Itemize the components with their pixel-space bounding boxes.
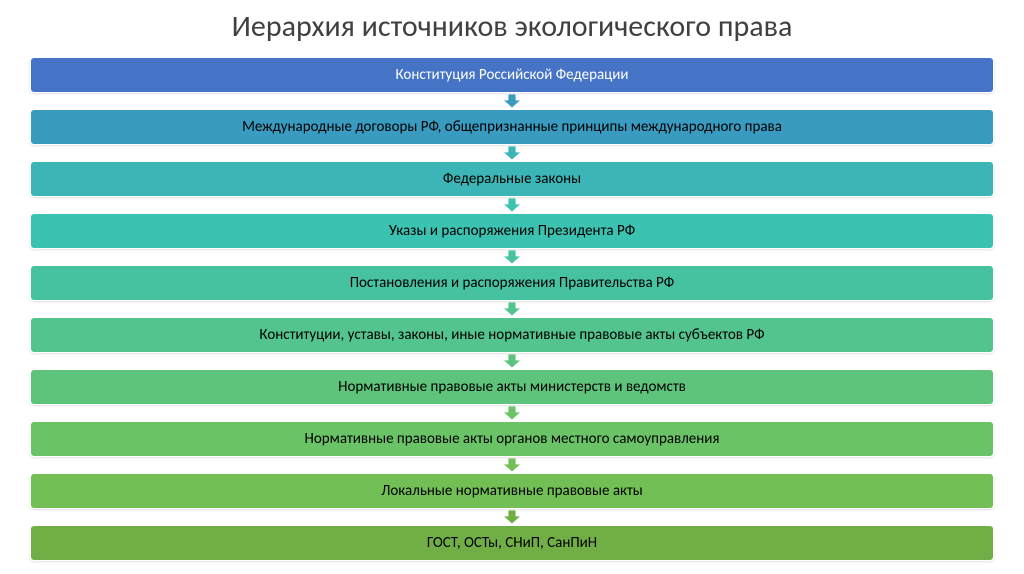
- arrow-down-icon: [503, 458, 521, 472]
- arrow-down-icon: [503, 302, 521, 316]
- hierarchy-level: ГОСТ, ОСТы, СНиП, СанПиН: [30, 525, 994, 561]
- level-label: Конституции, уставы, законы, иные нормат…: [259, 326, 764, 344]
- arrow-down-icon: [503, 94, 521, 108]
- hierarchy-level: Нормативные правовые акты министерств и …: [30, 369, 994, 405]
- level-label: Нормативные правовые акты министерств и …: [338, 378, 686, 396]
- arrow-down-icon: [503, 250, 521, 264]
- arrow-down-icon: [503, 198, 521, 212]
- diagram-title: Иерархия источников экологического права: [232, 8, 793, 45]
- hierarchy-level: Локальные нормативные правовые акты: [30, 473, 994, 509]
- arrow-down-icon: [503, 510, 521, 524]
- arrow-down-icon: [503, 406, 521, 420]
- level-label: Конституция Российской Федерации: [395, 66, 628, 84]
- hierarchy-level: Международные договоры РФ, общепризнанны…: [30, 109, 994, 145]
- hierarchy-level: Конституция Российской Федерации: [30, 57, 994, 93]
- level-label: Федеральные законы: [443, 170, 581, 188]
- level-label: Международные договоры РФ, общепризнанны…: [242, 118, 782, 136]
- hierarchy-level: Конституции, уставы, законы, иные нормат…: [30, 317, 994, 353]
- hierarchy-diagram: Иерархия источников экологического права…: [0, 0, 1024, 574]
- level-label: Постановления и распоряжения Правительст…: [350, 274, 675, 292]
- levels-stack: Конституция Российской Федерации Междунар…: [30, 57, 994, 561]
- hierarchy-level: Нормативные правовые акты органов местно…: [30, 421, 994, 457]
- hierarchy-level: Постановления и распоряжения Правительст…: [30, 265, 994, 301]
- arrow-down-icon: [503, 146, 521, 160]
- level-label: Локальные нормативные правовые акты: [381, 482, 643, 500]
- level-label: ГОСТ, ОСТы, СНиП, СанПиН: [427, 534, 597, 552]
- level-label: Нормативные правовые акты органов местно…: [305, 430, 720, 448]
- arrow-down-icon: [503, 354, 521, 368]
- hierarchy-level: Указы и распоряжения Президента РФ: [30, 213, 994, 249]
- level-label: Указы и распоряжения Президента РФ: [389, 222, 635, 240]
- hierarchy-level: Федеральные законы: [30, 161, 994, 197]
